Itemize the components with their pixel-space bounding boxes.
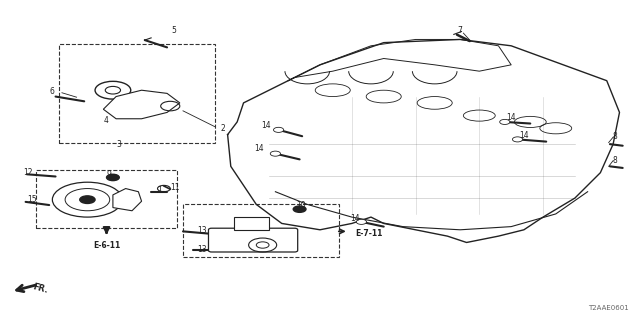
Circle shape — [356, 219, 367, 224]
Bar — [36, 170, 177, 228]
Circle shape — [293, 206, 306, 212]
Text: 5: 5 — [171, 26, 176, 35]
Text: 6: 6 — [50, 87, 55, 96]
Text: 14: 14 — [255, 144, 264, 153]
Text: 8: 8 — [612, 132, 617, 141]
Text: 14: 14 — [350, 214, 360, 223]
Text: 12: 12 — [24, 168, 33, 177]
Text: 13: 13 — [197, 226, 207, 235]
Polygon shape — [103, 90, 180, 119]
Circle shape — [52, 182, 122, 217]
Text: 4: 4 — [104, 116, 109, 125]
Text: 11: 11 — [170, 183, 179, 192]
Text: 14: 14 — [519, 131, 529, 140]
Circle shape — [273, 127, 284, 132]
Text: 13: 13 — [197, 245, 207, 254]
Bar — [183, 204, 339, 257]
Text: T2AAE0601: T2AAE0601 — [588, 305, 629, 311]
Text: 10: 10 — [296, 202, 306, 211]
Circle shape — [513, 137, 523, 142]
Polygon shape — [113, 188, 141, 211]
Text: E-7-11: E-7-11 — [355, 229, 383, 238]
Text: 7: 7 — [458, 26, 463, 35]
Text: 8: 8 — [612, 156, 617, 164]
Bar — [234, 217, 269, 230]
Text: 14: 14 — [261, 121, 271, 130]
Text: E-6-11: E-6-11 — [93, 241, 120, 250]
Bar — [59, 44, 215, 142]
Text: 3: 3 — [117, 140, 122, 149]
Text: 2: 2 — [221, 124, 225, 133]
Text: 14: 14 — [506, 113, 516, 122]
Circle shape — [106, 174, 119, 180]
Text: 9: 9 — [106, 170, 111, 179]
Text: 1: 1 — [157, 186, 162, 195]
Text: FR.: FR. — [32, 282, 49, 295]
Circle shape — [500, 119, 510, 124]
Circle shape — [80, 196, 95, 204]
Text: 15: 15 — [27, 195, 36, 204]
Circle shape — [270, 151, 280, 156]
FancyBboxPatch shape — [209, 228, 298, 252]
